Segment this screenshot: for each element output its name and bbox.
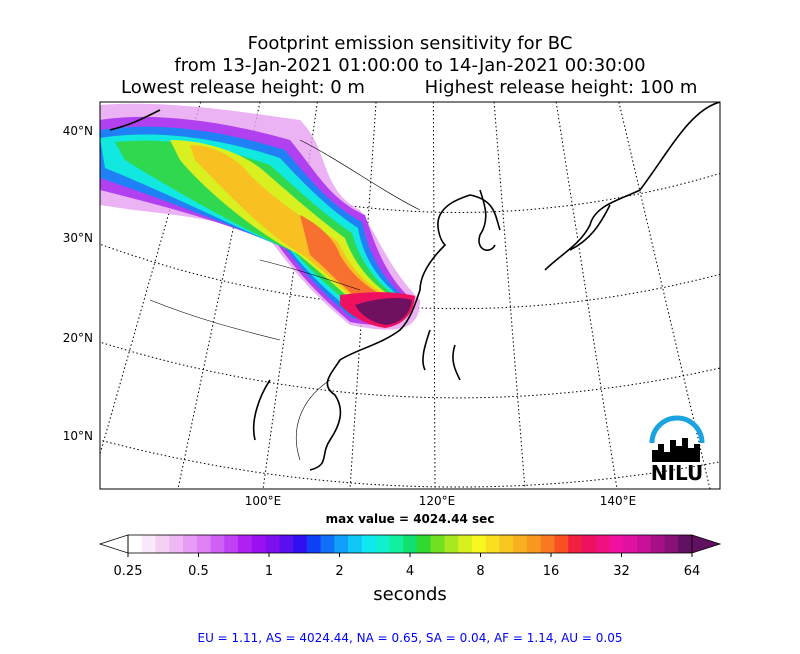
logo: NILU xyxy=(649,415,705,485)
colorbar-tick-label: 32 xyxy=(613,564,630,579)
colorbar-segment xyxy=(664,535,679,553)
colorbar-label: seconds xyxy=(373,584,447,605)
colorbar-segment xyxy=(403,535,418,553)
colorbar-segment xyxy=(458,535,473,553)
plume xyxy=(100,103,420,330)
colorbar: 0.25 0.5 1 2 4 8 16 32 64 xyxy=(98,534,722,579)
colorbar-extend-high xyxy=(691,534,722,554)
meridian xyxy=(432,102,436,489)
colorbar-segment xyxy=(430,535,445,553)
colorbar-segment xyxy=(265,535,280,553)
colorbar-tick-label: 2 xyxy=(335,564,343,579)
parallel xyxy=(100,341,720,399)
lat-label: 10°N xyxy=(63,429,93,443)
lon-label: 140°E xyxy=(600,494,637,508)
colorbar-segment xyxy=(348,535,363,553)
lat-label: 20°N xyxy=(63,331,93,345)
colorbar-segment xyxy=(361,535,377,553)
logo-text: NILU xyxy=(651,461,703,485)
colorbar-segment xyxy=(169,535,184,553)
parallel xyxy=(100,243,720,310)
meridian xyxy=(493,102,526,489)
colorbar-segment xyxy=(471,535,487,553)
colorbar-segment xyxy=(540,535,555,553)
colorbar-tick-label: 0.25 xyxy=(114,564,143,579)
colorbar-segment xyxy=(128,535,143,553)
lat-label: 40°N xyxy=(63,124,93,138)
colorbar-segment xyxy=(595,535,610,553)
colorbar-segment xyxy=(334,535,349,553)
colorbar-segment xyxy=(251,535,267,553)
colorbar-tick-label: 0.5 xyxy=(188,564,209,579)
colorbar-segment xyxy=(568,535,583,553)
colorbar-segment xyxy=(183,535,198,553)
map-frame xyxy=(99,101,721,490)
colorbar-segment xyxy=(210,535,225,553)
colorbar-tick-label: 64 xyxy=(684,564,701,579)
max-value: max value = 4024.44 sec xyxy=(326,512,495,526)
colorbar-segment xyxy=(196,535,212,553)
colorbar-segment xyxy=(306,535,322,553)
colorbar-segment xyxy=(499,535,514,553)
colorbar-segment xyxy=(293,535,308,553)
colorbar-segment xyxy=(581,535,597,553)
colorbar-segment xyxy=(155,535,170,553)
meridian xyxy=(100,102,202,456)
colorbar-segment xyxy=(141,535,157,553)
colorbar-tick-label: 16 xyxy=(543,564,560,579)
title: from 13-Jan-2021 01:00:00 to 14-Jan-2021… xyxy=(174,55,645,76)
colorbar-segment xyxy=(636,535,652,553)
map xyxy=(100,102,720,489)
colorbar-segment xyxy=(389,535,404,553)
release-low: Lowest release height: 0 m xyxy=(121,77,365,98)
colorbar-segment xyxy=(279,535,294,553)
colorbar-segment xyxy=(485,535,500,553)
release-high: Highest release height: 100 m xyxy=(425,77,698,98)
colorbar-tick-label: 1 xyxy=(265,564,273,579)
colorbar-segment xyxy=(238,535,253,553)
title: Footprint emission sensitivity for BC xyxy=(248,33,573,54)
colorbar-segment xyxy=(320,535,335,553)
colorbar-segment xyxy=(609,535,624,553)
parallel xyxy=(100,439,720,488)
lon-label: 100°E xyxy=(245,494,282,508)
footer-stats: EU = 1.11, AS = 4024.44, NA = 0.65, SA =… xyxy=(198,631,623,645)
coastline xyxy=(109,102,720,471)
colorbar-extend-low xyxy=(98,534,129,554)
colorbar-segment xyxy=(444,535,459,553)
colorbar-segment xyxy=(375,535,390,553)
colorbar-segment xyxy=(526,535,542,553)
colorbar-segment xyxy=(224,535,239,553)
colorbar-segment xyxy=(416,535,432,553)
colorbar-tick-label: 8 xyxy=(476,564,484,579)
colorbar-tick-label: 4 xyxy=(406,564,414,579)
meridian xyxy=(555,102,618,489)
colorbar-segment xyxy=(623,535,638,553)
colorbar-segment xyxy=(650,535,665,553)
lat-label: 30°N xyxy=(63,231,93,245)
colorbar-segment xyxy=(554,535,569,553)
colorbar-segment xyxy=(678,535,693,553)
meridian xyxy=(349,102,377,489)
lon-label: 120°E xyxy=(419,494,456,508)
colorbar-segment xyxy=(513,535,528,553)
